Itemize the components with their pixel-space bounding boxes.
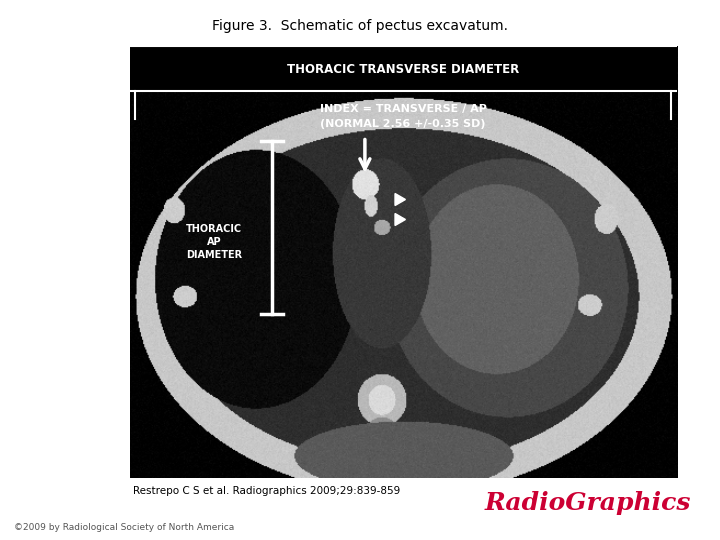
Text: INDEX = TRANSVERSE / AP: INDEX = TRANSVERSE / AP bbox=[320, 104, 487, 113]
Text: AP: AP bbox=[207, 238, 222, 247]
Text: RadioGraphics: RadioGraphics bbox=[485, 491, 691, 515]
Text: Restrepo C S et al. Radiographics 2009;29:839-859: Restrepo C S et al. Radiographics 2009;2… bbox=[133, 486, 400, 496]
Text: (NORMAL 2.56 +/-0.35 SD): (NORMAL 2.56 +/-0.35 SD) bbox=[320, 119, 486, 129]
Text: DIAMETER: DIAMETER bbox=[186, 251, 243, 260]
Bar bbox=[130, 46, 677, 91]
Text: THORACIC: THORACIC bbox=[186, 225, 243, 234]
Text: THORACIC TRANSVERSE DIAMETER: THORACIC TRANSVERSE DIAMETER bbox=[287, 63, 519, 76]
Text: Figure 3.  Schematic of pectus excavatum.: Figure 3. Schematic of pectus excavatum. bbox=[212, 19, 508, 33]
Text: ©2009 by Radiological Society of North America: ©2009 by Radiological Society of North A… bbox=[14, 523, 235, 532]
